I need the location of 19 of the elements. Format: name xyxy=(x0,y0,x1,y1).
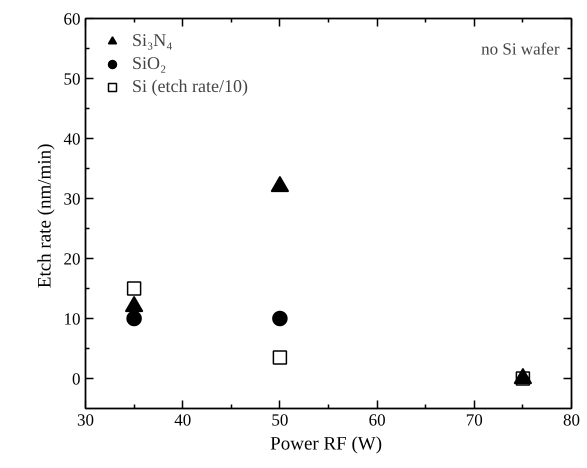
x-tick-label: 50 xyxy=(271,410,288,430)
y-axis-title: Etch rate (nm/min) xyxy=(34,144,56,288)
x-tick-label: 40 xyxy=(174,410,192,430)
y-tick-label: 30 xyxy=(64,190,80,208)
legend-label: Si₃N₄ xyxy=(132,30,173,51)
y-tick-label: 0 xyxy=(72,370,80,388)
legend-label: SiO₂ xyxy=(132,53,166,74)
x-tick-label: 80 xyxy=(563,410,580,430)
annotation: no Si wafer xyxy=(481,40,560,58)
y-tick-label: 20 xyxy=(64,250,80,268)
x-tick-label: 30 xyxy=(77,410,94,430)
x-tick-label: 70 xyxy=(466,410,483,430)
y-tick-label: 60 xyxy=(64,10,80,28)
y-tick-label: 50 xyxy=(64,70,80,88)
y-tick-label: 40 xyxy=(64,130,80,148)
x-tick-label: 60 xyxy=(368,410,386,430)
legend-label: Si (etch rate/10) xyxy=(132,76,248,97)
y-tick-label: 10 xyxy=(64,310,80,328)
x-axis-title: Power RF (W) xyxy=(270,434,382,454)
